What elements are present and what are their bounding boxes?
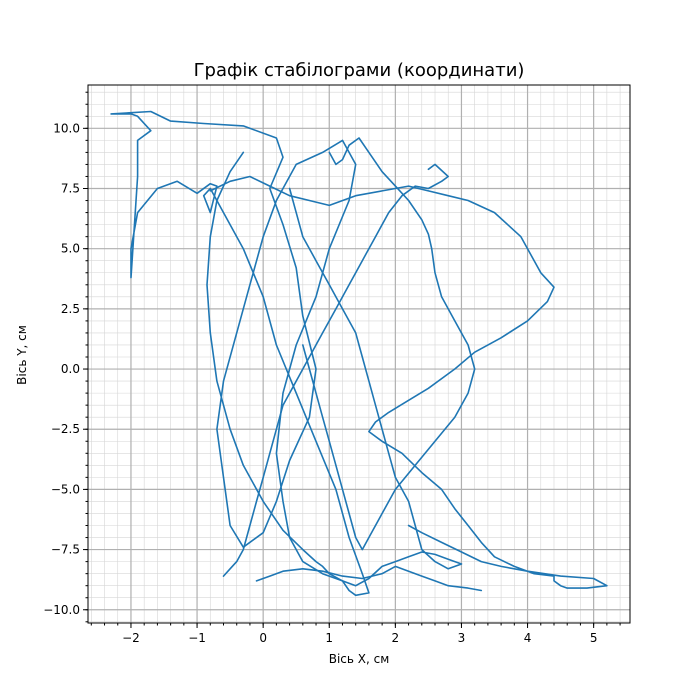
series-lines <box>110 110 608 597</box>
y-tick-label: 0.0 <box>61 362 80 376</box>
y-tick-label: 2.5 <box>61 302 80 316</box>
chart-title: Графік стабілограми (координати) <box>194 60 525 81</box>
series-line-3 <box>206 151 463 587</box>
x-tick-label: −2 <box>122 631 140 645</box>
grid <box>88 85 630 623</box>
y-tick-label: −7.5 <box>51 543 80 557</box>
series-line-5 <box>222 163 450 577</box>
y-tick-label: 5.0 <box>61 242 80 256</box>
x-tick-label: −1 <box>188 631 206 645</box>
series-line-2 <box>209 175 608 589</box>
series-line-4 <box>301 137 476 551</box>
y-tick-label: −2.5 <box>51 422 80 436</box>
y-tick-label: −10.0 <box>43 603 80 617</box>
x-tick-label: 0 <box>259 631 267 645</box>
y-tick-label: 7.5 <box>61 182 80 196</box>
series-line-1 <box>110 110 370 597</box>
plot-frame <box>87 84 631 624</box>
series-line-6 <box>255 565 483 592</box>
y-tick-label: −5.0 <box>51 482 80 496</box>
x-tick-label: 5 <box>590 631 598 645</box>
x-tick-label: 2 <box>392 631 400 645</box>
y-axis-label: Вісь Y, см <box>15 325 29 385</box>
x-tick-label: 1 <box>325 631 333 645</box>
x-axis-label: Вісь X, см <box>329 652 390 666</box>
y-tick-label: 10.0 <box>53 121 80 135</box>
x-tick-label: 4 <box>524 631 532 645</box>
x-tick-label: 3 <box>458 631 466 645</box>
